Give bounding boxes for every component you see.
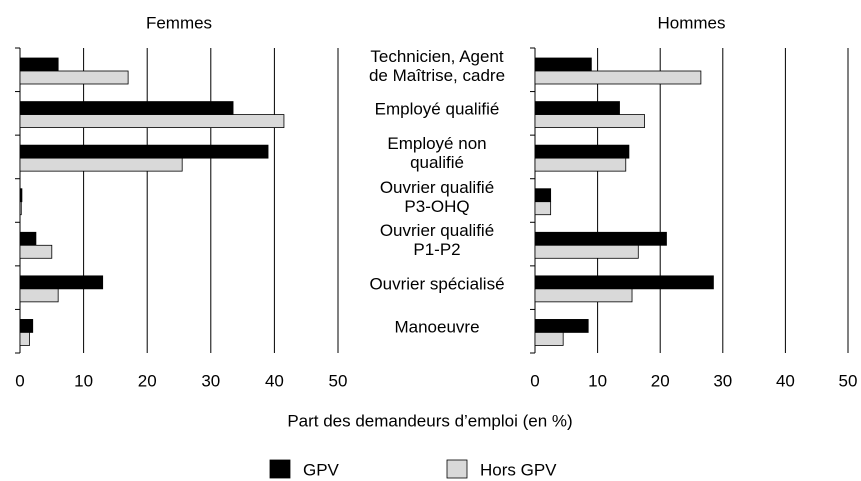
x-axis-label: Part des demandeurs d’emploi (en %) <box>287 411 572 430</box>
bar <box>534 288 633 303</box>
bar <box>19 101 234 115</box>
bar <box>19 275 104 290</box>
panel-title: Femmes <box>146 13 212 32</box>
bar <box>19 319 34 333</box>
bar <box>534 319 589 333</box>
legend-swatch <box>269 459 291 479</box>
bar <box>534 101 620 115</box>
category-label: Employé qualifié <box>374 99 500 119</box>
x-tick-label: 50 <box>329 371 348 390</box>
bar <box>534 114 645 128</box>
bar <box>534 144 630 159</box>
category-label: Ouvrier qualifié P1-P2 <box>379 221 495 260</box>
bar <box>534 231 667 246</box>
x-tick-label: 20 <box>138 371 157 390</box>
bar <box>19 157 183 172</box>
x-tick-label: 20 <box>651 371 670 390</box>
panel-title: Hommes <box>657 13 725 32</box>
x-tick-label: 10 <box>588 371 607 390</box>
bar <box>534 201 552 216</box>
legend-label: Hors GPV <box>480 460 557 479</box>
x-tick-label: 30 <box>201 371 220 390</box>
bar <box>19 332 30 346</box>
x-tick-label: 30 <box>713 371 732 390</box>
bar <box>19 57 59 72</box>
x-tick-label: 40 <box>265 371 284 390</box>
x-tick-label: 0 <box>15 371 24 390</box>
bar <box>19 70 129 85</box>
x-tick-label: 10 <box>74 371 93 390</box>
bar <box>19 288 59 303</box>
x-tick-label: 0 <box>530 371 539 390</box>
category-label: Employé non qualifié <box>387 133 487 172</box>
category-label: Ouvrier spécialisé <box>369 274 505 294</box>
category-label: Manoeuvre <box>394 317 480 337</box>
bar <box>534 332 564 346</box>
bar <box>534 70 702 85</box>
bar <box>19 201 22 216</box>
legend-swatch <box>446 459 468 479</box>
bar <box>534 57 592 72</box>
bar <box>19 114 285 128</box>
x-tick-label: 40 <box>776 371 795 390</box>
x-tick-label: 50 <box>839 371 858 390</box>
bar <box>19 188 23 203</box>
legend-label: GPV <box>303 460 340 479</box>
bar <box>534 275 714 290</box>
category-label: Ouvrier qualifié P3-OHQ <box>379 177 495 216</box>
bar <box>534 157 627 172</box>
category-label: Technicien, Agent de Maîtrise, cadre <box>368 46 506 85</box>
bar <box>19 144 269 159</box>
bar <box>19 244 53 259</box>
bar <box>534 244 639 259</box>
bar <box>19 231 37 246</box>
bar <box>534 188 552 203</box>
